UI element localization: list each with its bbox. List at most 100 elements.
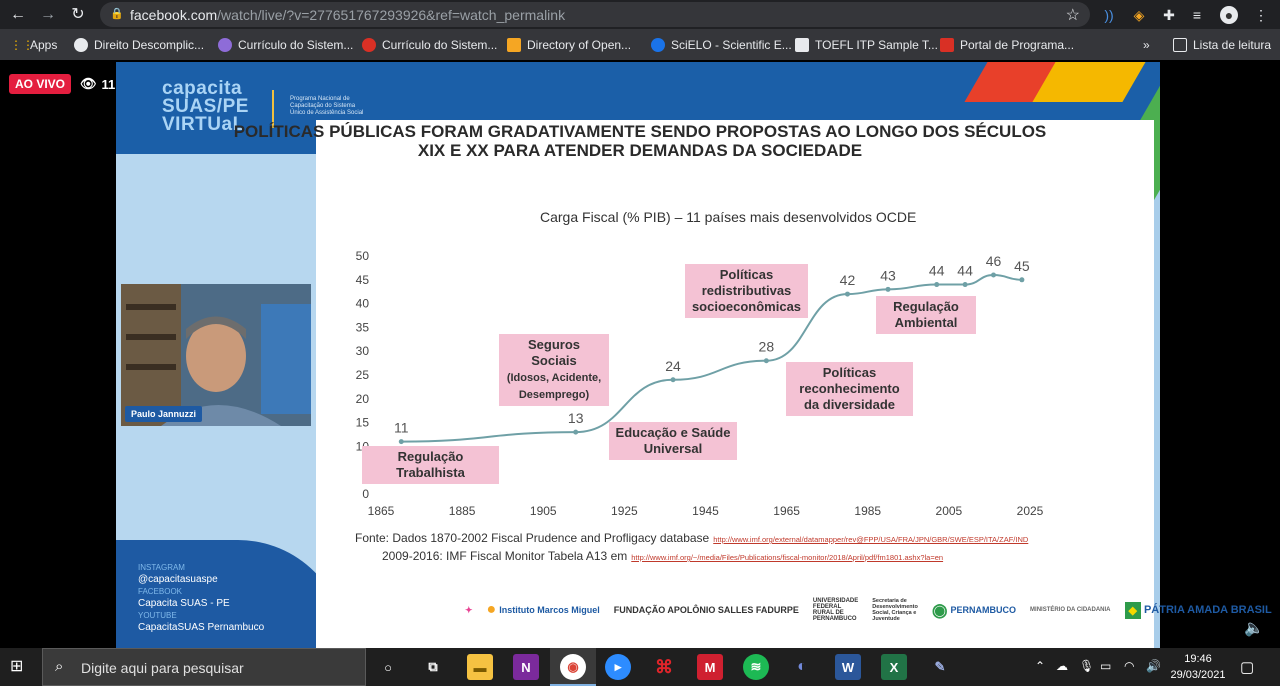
source-link[interactable]: http://www.imf.org/external/datamapper/r… [713,535,1029,544]
sponsor-logo: ✦ [465,604,473,615]
data-label: 28 [759,339,775,355]
capacita-logo: capacita SUAS/PE VIRTUaL [162,78,249,135]
slide-title: POLÍTICAS PÚBLICAS FORAM GRADATIVAMENTE … [233,122,1047,160]
paint-icon[interactable]: ✎ [934,659,946,674]
logo-subtitle: Programa Nacional de Capacitação do Sist… [290,96,364,116]
site-icon [795,38,809,52]
x-tick-label: 1885 [449,504,476,518]
spotify-icon[interactable]: ≋ [743,654,769,680]
data-label: 44 [929,263,945,279]
bookmark-item[interactable]: Directory of Open... [507,37,631,53]
sponsor-logo: Secretaria de Desenvolvimento Social, Cr… [872,598,918,622]
notification-icon[interactable]: ▢ [1240,659,1255,676]
bookmarks-overflow[interactable]: » [1143,38,1150,52]
social-links: INSTAGRAM @capacitasuaspe FACEBOOK Capac… [138,563,265,633]
logo-separator [272,90,274,128]
microphone-icon[interactable]: 🎙 [1079,659,1095,673]
windows-start-icon[interactable]: ⊞ [10,658,24,675]
bookmark-item[interactable]: TOEFL ITP Sample T... [795,37,938,53]
bookmark-item[interactable]: Portal de Programa... [940,37,1074,53]
speaker-video [121,284,311,426]
word-icon[interactable]: W [835,654,861,680]
site-icon [218,38,232,52]
tray-chevron-icon[interactable]: ⌃ [1035,659,1046,673]
mendeley-icon[interactable]: M [697,654,723,680]
menu-icon[interactable]: ⋮ [1254,7,1268,23]
data-point [1019,277,1025,283]
reload-icon[interactable]: ↻ [71,6,85,23]
annotation-regulacao-ambiental: Regulação Ambiental [876,296,976,334]
data-label: 43 [880,267,896,283]
extension-icon[interactable]: )) [1104,7,1114,23]
bookmark-item[interactable]: Currículo do Sistem... [218,37,353,53]
reading-list-icon [1173,38,1187,52]
x-tick-label: 1865 [368,504,395,518]
x-tick-label: 2025 [1017,504,1044,518]
discord-icon[interactable]: ◐ [797,658,807,675]
fiscal-burden-chart: 0510152025303540455018651885190519251945… [356,249,1044,518]
forward-icon[interactable]: → [40,6,56,23]
chrome-icon[interactable]: ◉ [560,654,586,680]
excel-icon[interactable]: X [881,654,907,680]
bookmark-item[interactable]: Direito Descomplic... [74,37,204,53]
viewer-count: 👁 11 [80,76,116,92]
y-tick-label: 25 [356,368,370,382]
bookmark-apps[interactable]: ⋮⋮ Apps [10,38,58,52]
acrobat-icon[interactable]: ⌘ [655,656,673,677]
chart-title: Carga Fiscal (% PIB) – 11 países mais de… [540,209,917,225]
file-explorer-icon[interactable]: ▬ [467,654,493,680]
battery-icon[interactable]: ▭ [1100,659,1112,673]
taskbar-search[interactable]: ⌕ Digite aqui para pesquisar [42,648,366,686]
sponsor-logo: ◉ PERNAMBUCO [931,599,1017,620]
bookmark-item[interactable]: SciELO - Scientific E... [651,37,792,53]
series-line [401,274,1022,443]
webcam-feed: Paulo Jannuzzi [121,284,311,426]
data-point [990,272,996,278]
url-text: facebook.com/watch/live/?v=2776517672939… [130,7,566,23]
bookmark-item[interactable]: Currículo do Sistem... [362,37,497,53]
task-view-icon[interactable]: ⧉ [428,659,438,674]
onenote-icon[interactable]: N [513,654,539,680]
y-tick-label: 35 [356,320,370,334]
cortana-icon[interactable]: ○ [384,659,392,675]
reading-list[interactable]: Lista de leitura [1173,37,1271,53]
volume-icon[interactable]: 🔈 [1244,620,1264,637]
windows-taskbar: ⊞ ⌕ Digite aqui para pesquisar ○ ⧉ ▬ N ◉… [0,648,1280,686]
speaker-name-tag: Paulo Jannuzzi [125,406,203,422]
speaker-icon[interactable]: 🔊 [1146,659,1161,673]
media-icon[interactable]: ≡ [1192,7,1202,23]
data-label: 46 [986,253,1002,269]
y-tick-label: 15 [356,416,370,430]
y-tick-label: 20 [356,392,370,406]
address-bar[interactable]: 🔒 facebook.com/watch/live/?v=27765176729… [100,2,1090,27]
shield-icon[interactable]: ◈ [1133,7,1145,23]
chart-source: Fonte: Dados 1870-2002 Fiscal Prudence a… [355,531,1029,563]
wifi-icon[interactable]: ◠ [1124,659,1135,673]
annotation-politicas-reconhecimento: Políticas reconhecimento da diversidade [786,362,913,416]
y-tick-label: 0 [362,487,369,501]
data-label: 24 [665,358,681,374]
sponsor-logo: UNIVERSIDADE FEDERAL RURAL DE PERNAMBUCO [812,598,859,622]
zoom-icon[interactable]: ▸ [605,654,631,680]
puzzle-icon[interactable]: ✚ [1163,7,1175,23]
x-tick-label: 2005 [936,504,963,518]
y-tick-label: 50 [356,249,370,263]
data-point [670,377,676,383]
profile-avatar-icon[interactable]: ● [1220,6,1238,24]
y-tick-label: 45 [356,273,370,287]
source-link[interactable]: http://www.imf.org/~/media/Files/Publica… [631,553,944,562]
bookmark-star-icon[interactable]: ☆ [1065,7,1080,24]
sponsor-logo: ◆ PÁTRIA AMADA BRASIL [1124,601,1272,619]
cloud-icon[interactable]: ☁ [1056,659,1068,673]
data-label: 44 [957,263,973,279]
browser-toolbar: ← → ↻ 🔒 facebook.com/watch/live/?v=27765… [0,0,1280,29]
data-label: 13 [568,410,584,426]
back-icon[interactable]: ← [10,6,26,23]
presentation-slide: capacita SUAS/PE VIRTUaL Programa Nacion… [116,62,1160,648]
data-point [844,291,850,297]
annotation-regulacao-trabalhista: Regulação Trabalhista [362,446,499,484]
data-label: 11 [394,420,409,436]
slide-content-panel [316,120,1154,648]
annotation-educacao-saude: Educação e Saúde Universal [609,422,737,460]
system-clock[interactable]: 19:46 29/03/2021 [1170,653,1226,681]
